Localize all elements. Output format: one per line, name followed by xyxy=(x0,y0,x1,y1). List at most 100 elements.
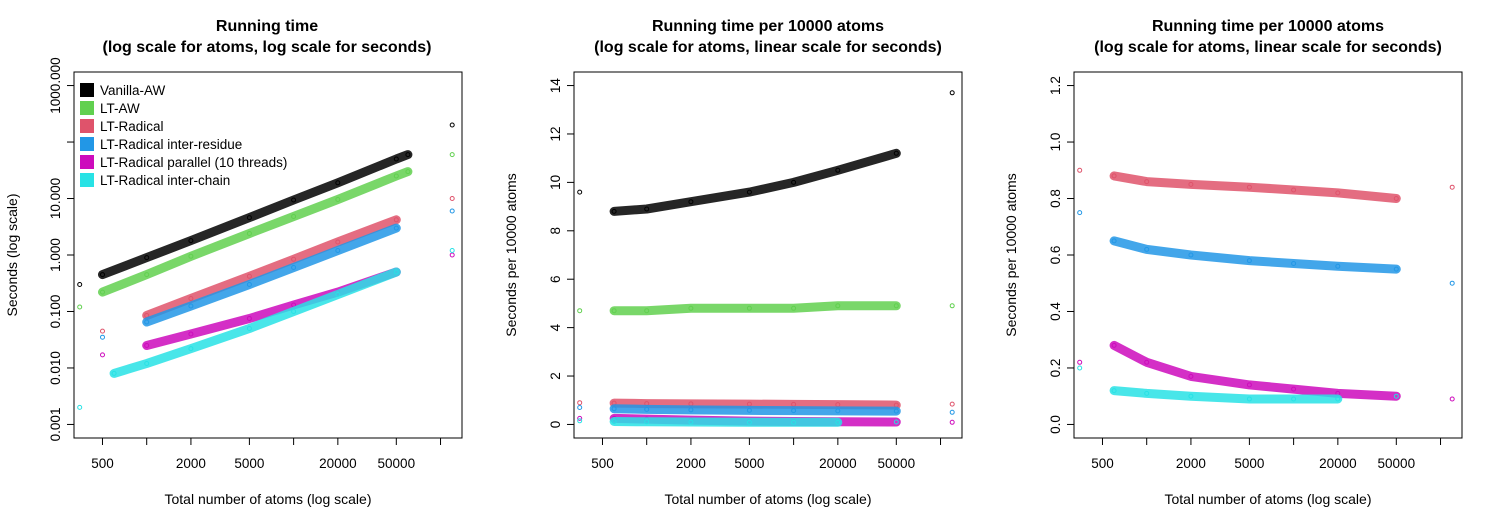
point-cloud-band xyxy=(1109,236,1401,274)
y-tick-label: 0.100 xyxy=(48,295,63,329)
panel-3-x-axis-label: Total number of atoms (log scale) xyxy=(1165,491,1372,507)
point-cloud-band xyxy=(1109,340,1401,401)
x-tick-label: 20000 xyxy=(319,456,357,471)
data-point xyxy=(577,308,583,314)
y-tick-label: 0.010 xyxy=(48,351,63,385)
point-cloud-band xyxy=(109,267,401,378)
y-tick-label: 8 xyxy=(548,227,563,235)
panel-3-title-line1: Running time per 10000 atoms xyxy=(1152,18,1384,35)
data-point xyxy=(1246,396,1252,402)
data-point xyxy=(1144,359,1150,365)
y-tick-label: 1.0 xyxy=(1048,133,1063,152)
legend-swatch-lt-radical-inter-chain xyxy=(80,173,94,187)
data-point xyxy=(835,167,841,173)
data-point xyxy=(1144,246,1150,252)
legend-label-lt-radical-inter-residue: LT-Radical inter-residue xyxy=(100,137,242,152)
data-point xyxy=(791,179,797,185)
series-lt-radical xyxy=(1077,167,1455,203)
legend-label-vanilla-aw: Vanilla-AW xyxy=(100,83,166,98)
data-point xyxy=(949,419,955,425)
y-tick-label: 6 xyxy=(548,275,563,283)
legend: Vanilla-AW LT-AW LT-Radical LT-Radical i… xyxy=(80,83,287,188)
series-vanilla-aw xyxy=(77,122,455,287)
data-point xyxy=(393,173,399,179)
x-tick-label: 5000 xyxy=(1234,456,1264,471)
x-tick-label: 20000 xyxy=(819,456,857,471)
y-tick-label: 0 xyxy=(548,421,563,429)
data-point xyxy=(835,303,841,309)
y-tick-label: 1.2 xyxy=(1048,76,1063,95)
data-point xyxy=(1077,359,1083,365)
panel-2-x-axis: 500 2000 5000 20000 50000 xyxy=(591,438,942,471)
data-point xyxy=(188,253,194,259)
series-lt-aw xyxy=(577,301,955,316)
data-point xyxy=(949,90,955,96)
data-point xyxy=(1111,342,1117,348)
legend-swatch-vanilla-aw xyxy=(80,83,94,97)
data-point xyxy=(1188,252,1194,258)
data-point xyxy=(577,400,583,406)
data-point xyxy=(893,419,899,425)
data-point xyxy=(644,206,650,212)
data-point xyxy=(949,401,955,407)
data-point xyxy=(1246,258,1252,264)
x-tick-label: 50000 xyxy=(378,456,416,471)
data-point xyxy=(577,189,583,195)
data-point xyxy=(188,303,194,309)
legend-label-lt-radical-parallel: LT-Radical parallel (10 threads) xyxy=(100,155,287,170)
x-tick-label: 50000 xyxy=(878,456,916,471)
series-lt-radical-inter-residue xyxy=(1077,210,1455,286)
panel-1-plot-area xyxy=(77,122,455,410)
data-point xyxy=(893,150,899,156)
data-point xyxy=(144,272,150,278)
point-cloud-band xyxy=(142,215,401,320)
data-point xyxy=(1077,210,1083,216)
y-tick-label: 0.6 xyxy=(1048,246,1063,265)
y-tick-label: 10.000 xyxy=(48,178,63,219)
data-point xyxy=(1335,263,1341,269)
y-tick-label: 1.000 xyxy=(48,238,63,272)
data-point xyxy=(835,419,841,425)
panel-3-plot-area xyxy=(1077,167,1455,404)
data-point xyxy=(111,370,117,376)
data-point xyxy=(644,406,650,412)
data-point xyxy=(577,405,583,410)
data-point xyxy=(144,319,150,325)
data-point xyxy=(393,217,399,223)
data-point xyxy=(688,407,694,413)
legend-swatch-lt-aw xyxy=(80,101,94,115)
data-point xyxy=(449,152,455,158)
data-point xyxy=(100,289,105,295)
y-tick-label: 0.0 xyxy=(1048,415,1063,434)
data-point xyxy=(1393,393,1399,399)
data-point xyxy=(577,415,583,421)
data-point xyxy=(100,272,105,278)
x-tick-label: 500 xyxy=(91,456,114,471)
data-point xyxy=(1291,261,1297,266)
y-tick-label: 14 xyxy=(548,78,563,94)
data-point xyxy=(188,346,194,352)
data-point xyxy=(688,199,694,205)
y-tick-label: 1000.000 xyxy=(48,57,63,113)
panel-3-x-axis: 500 2000 5000 20000 50000 xyxy=(1091,438,1442,471)
data-point xyxy=(1111,388,1117,394)
data-point xyxy=(644,419,650,425)
data-point xyxy=(893,303,899,309)
data-point xyxy=(1144,179,1150,185)
point-cloud-band xyxy=(142,223,401,327)
data-point xyxy=(1144,390,1150,396)
data-point xyxy=(246,231,252,236)
panel-2-plot-area xyxy=(577,90,955,427)
data-point xyxy=(188,331,194,337)
data-point xyxy=(611,406,617,412)
data-point xyxy=(405,152,411,158)
point-cloud-band xyxy=(609,417,843,427)
data-point xyxy=(291,309,297,314)
data-point xyxy=(1291,187,1297,193)
data-point xyxy=(449,208,455,214)
x-tick-label: 20000 xyxy=(1319,456,1357,471)
x-tick-label: 500 xyxy=(591,456,614,471)
x-tick-label: 5000 xyxy=(234,456,264,471)
legend-label-lt-radical: LT-Radical xyxy=(100,119,164,134)
